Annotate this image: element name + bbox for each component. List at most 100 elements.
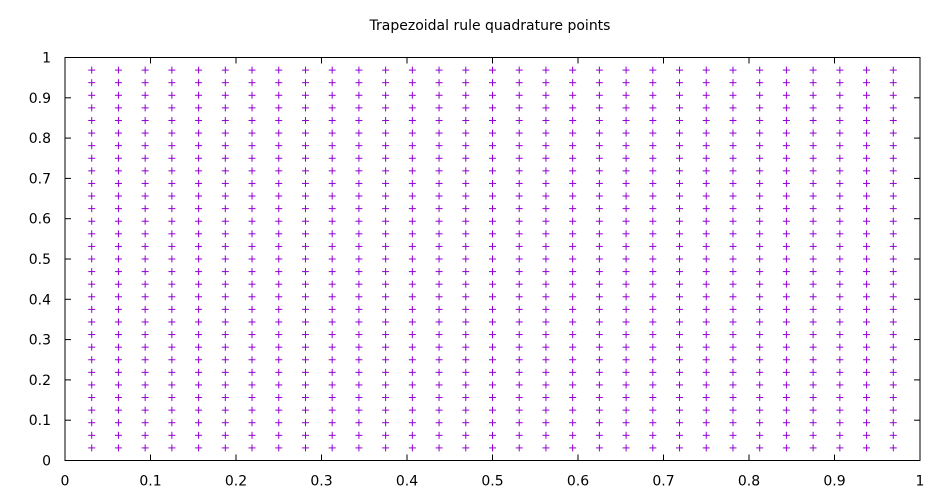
data-point (462, 305, 470, 313)
data-point (382, 318, 390, 326)
data-point (114, 331, 122, 339)
data-point (542, 79, 550, 87)
data-point (195, 381, 203, 389)
data-point (168, 431, 176, 439)
data-point (408, 129, 416, 137)
data-point (248, 356, 256, 364)
data-point (328, 205, 336, 213)
data-point (622, 381, 630, 389)
data-point (863, 444, 871, 452)
data-point (382, 268, 390, 276)
data-point (248, 230, 256, 238)
data-point (542, 305, 550, 313)
data-point (382, 406, 390, 414)
data-point (515, 356, 523, 364)
data-point (542, 406, 550, 414)
data-point (88, 116, 96, 124)
data-point (515, 142, 523, 150)
data-point (622, 129, 630, 137)
data-point (889, 356, 897, 364)
data-point (863, 230, 871, 238)
data-point (462, 419, 470, 427)
data-point (515, 381, 523, 389)
data-point (275, 91, 283, 99)
data-point (809, 419, 817, 427)
data-point (542, 356, 550, 364)
data-point (88, 419, 96, 427)
data-point (328, 142, 336, 150)
data-point (569, 116, 577, 124)
data-point (809, 179, 817, 187)
data-point (782, 192, 790, 200)
data-point (382, 79, 390, 87)
data-point (782, 154, 790, 162)
data-point (248, 431, 256, 439)
data-point (649, 205, 657, 213)
data-point (141, 394, 149, 402)
data-point (702, 255, 710, 263)
data-point (809, 167, 817, 175)
data-point (622, 230, 630, 238)
data-point (195, 104, 203, 112)
data-point (569, 444, 577, 452)
data-point (195, 293, 203, 301)
data-point (168, 129, 176, 137)
data-point (649, 280, 657, 288)
data-point (114, 318, 122, 326)
data-point (435, 268, 443, 276)
data-point (542, 293, 550, 301)
data-point (141, 381, 149, 389)
data-point (836, 230, 844, 238)
data-point (515, 129, 523, 137)
data-point (863, 368, 871, 376)
data-point (462, 217, 470, 225)
data-point (355, 154, 363, 162)
data-point (355, 116, 363, 124)
data-point (569, 293, 577, 301)
data-point (729, 129, 737, 137)
data-point (569, 91, 577, 99)
data-point (702, 343, 710, 351)
data-point (809, 66, 817, 74)
data-point (595, 381, 603, 389)
data-point (702, 142, 710, 150)
data-point (569, 255, 577, 263)
data-point (275, 154, 283, 162)
data-point (88, 79, 96, 87)
x-tick-label: 0.2 (225, 474, 247, 490)
x-tick-label: 0.1 (139, 474, 161, 490)
data-point (649, 368, 657, 376)
data-point (836, 104, 844, 112)
data-point (836, 268, 844, 276)
data-point (275, 255, 283, 263)
data-point (809, 104, 817, 112)
data-point (649, 179, 657, 187)
data-point (782, 305, 790, 313)
data-point (729, 179, 737, 187)
data-point (809, 79, 817, 87)
data-point (676, 255, 684, 263)
data-point (168, 444, 176, 452)
data-point (542, 154, 550, 162)
data-point (756, 419, 764, 427)
data-point (756, 79, 764, 87)
data-point (542, 268, 550, 276)
data-point (809, 268, 817, 276)
data-point (328, 406, 336, 414)
data-point (355, 368, 363, 376)
data-point (301, 116, 309, 124)
data-point (889, 116, 897, 124)
data-point (595, 129, 603, 137)
data-point (863, 154, 871, 162)
data-point (355, 343, 363, 351)
data-point (863, 192, 871, 200)
data-point (382, 179, 390, 187)
data-point (676, 431, 684, 439)
data-point (408, 192, 416, 200)
data-point (489, 331, 496, 339)
data-point (195, 280, 203, 288)
data-point (88, 205, 96, 213)
data-point (889, 255, 897, 263)
y-tick-label: 0.9 (29, 91, 51, 107)
data-point (489, 356, 496, 364)
